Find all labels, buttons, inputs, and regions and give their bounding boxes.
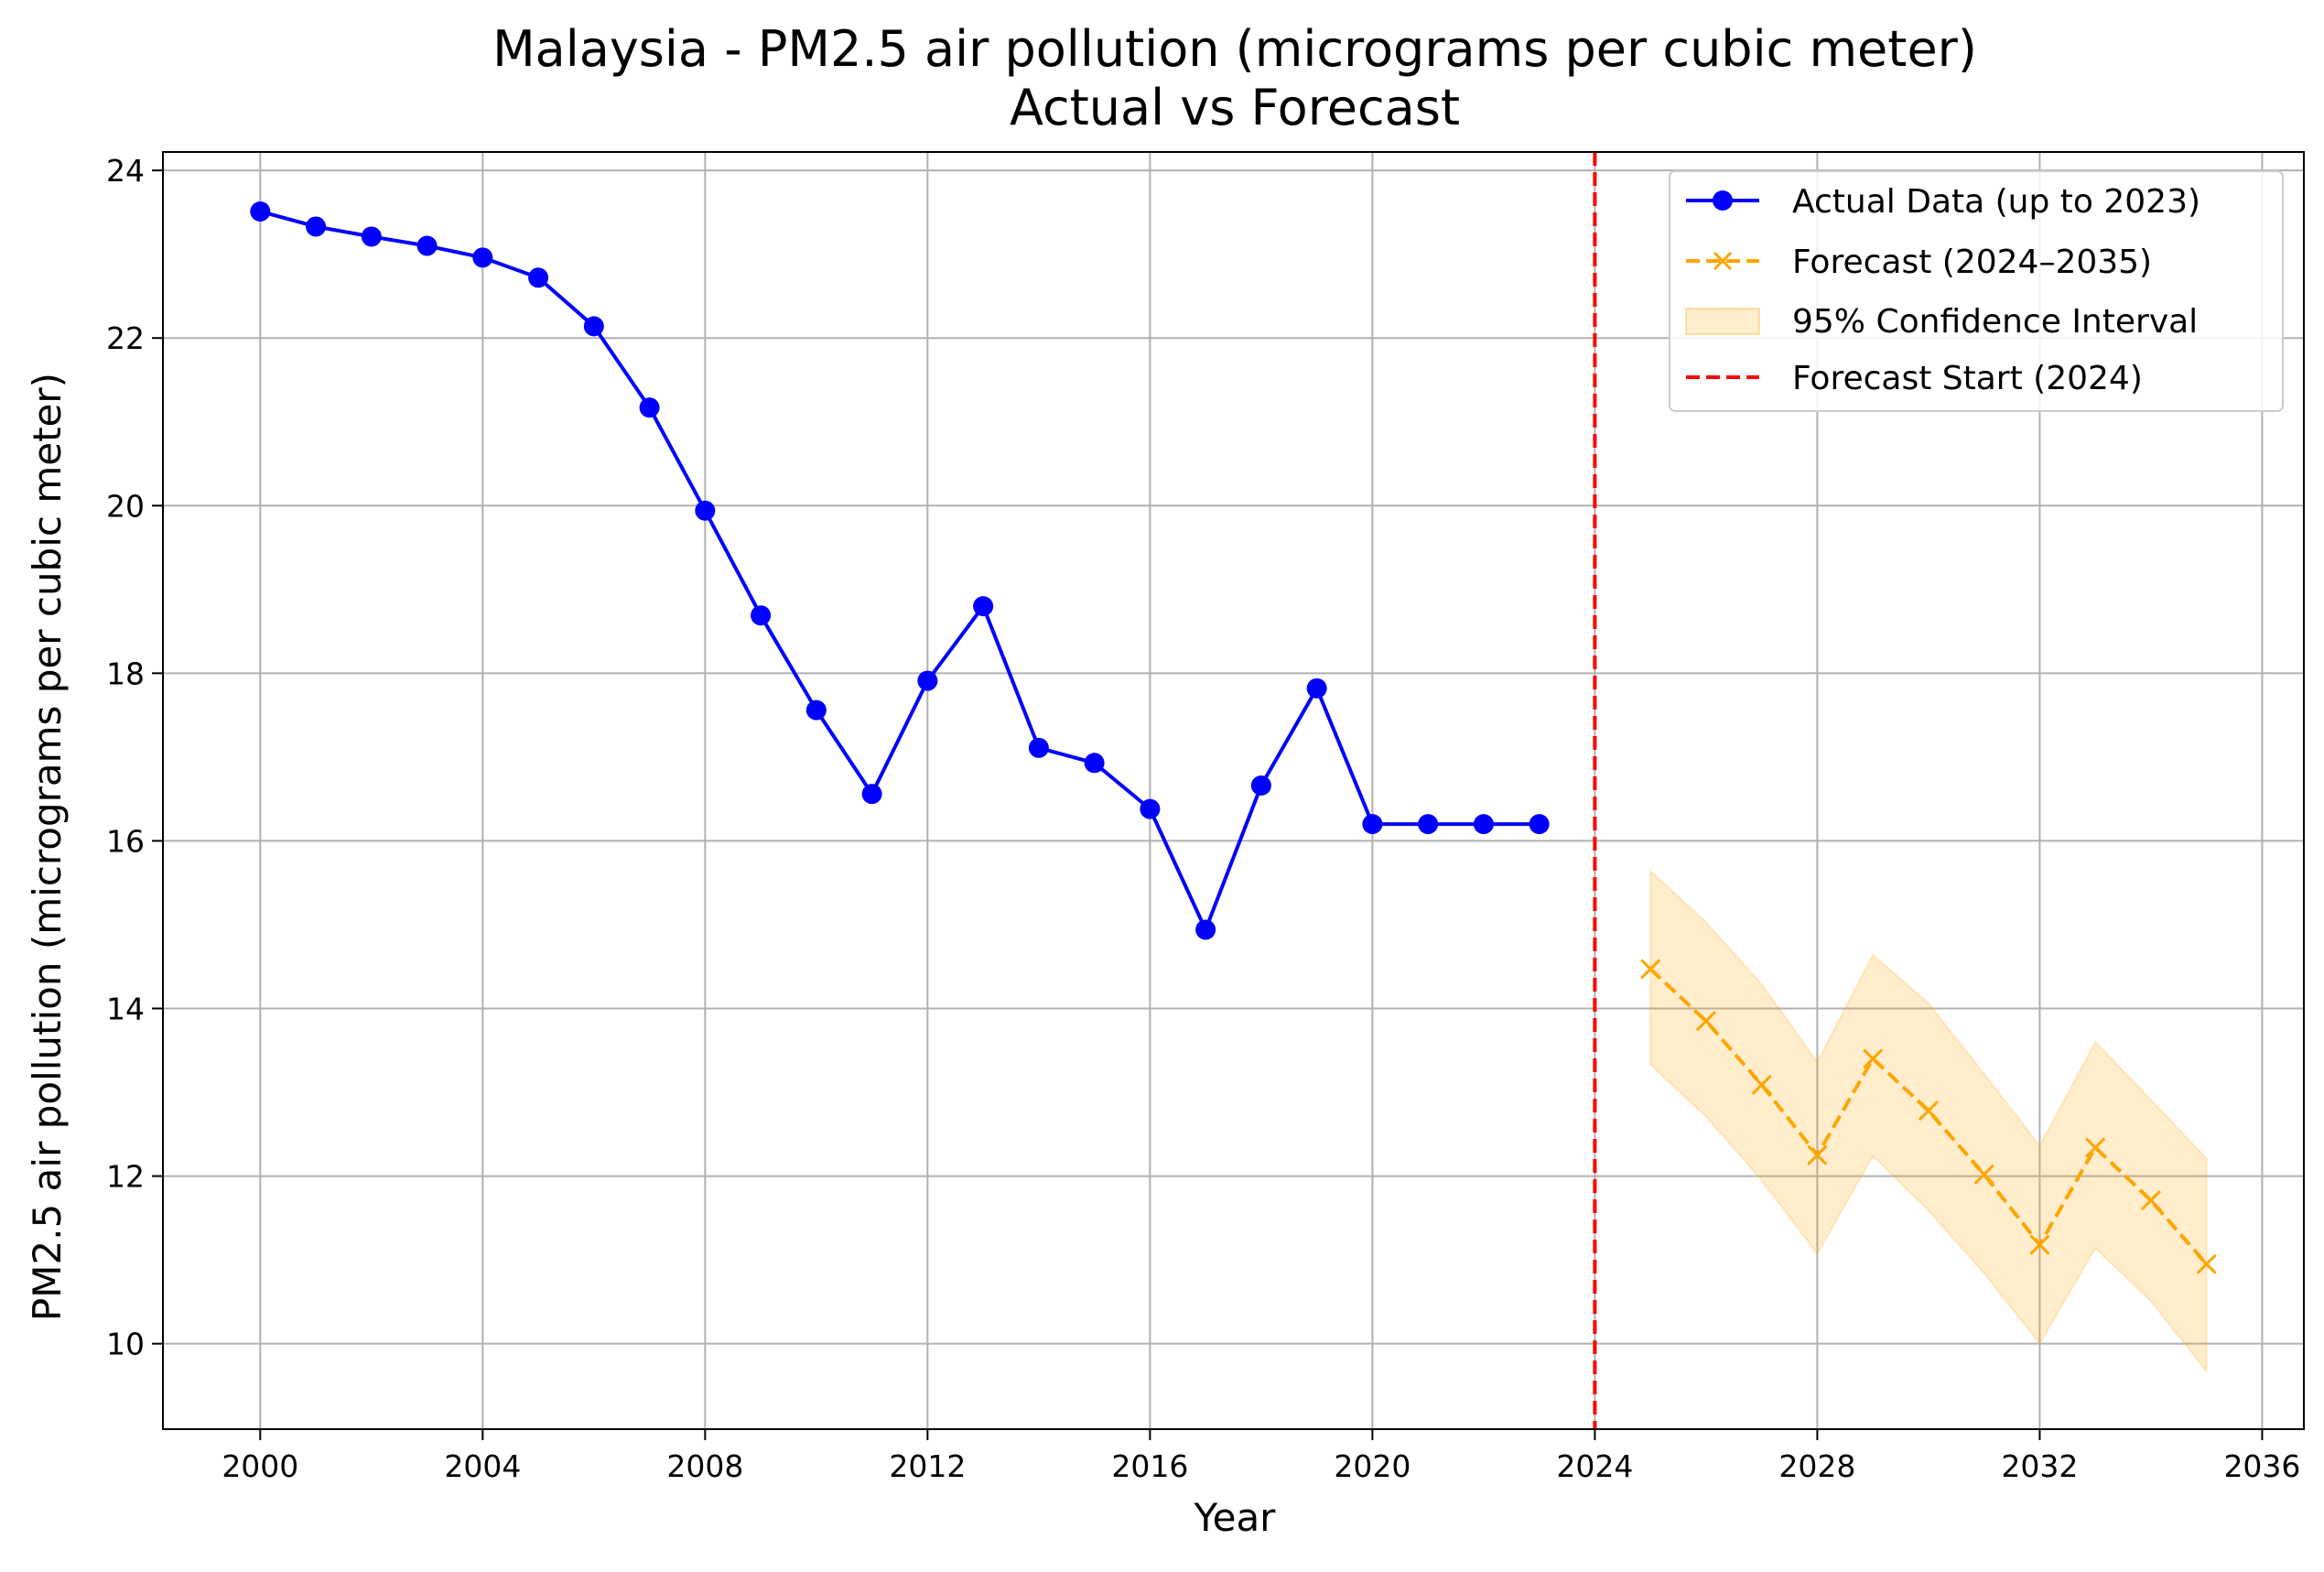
actual-data-point [1140, 798, 1161, 819]
legend: Actual Data (up to 2023) Forecast (2024–… [1669, 170, 2284, 412]
y-tick-label: 14 [106, 991, 145, 1026]
actual-data-point [250, 201, 271, 222]
y-tick-label: 24 [106, 153, 145, 189]
x-tick-label: 2000 [222, 1448, 298, 1484]
legend-ci-label: 95% Confidence Interval [1792, 303, 2198, 341]
forecast-point [1695, 1011, 1716, 1032]
forecast-point [2085, 1137, 2106, 1158]
forecast-point [1640, 959, 1661, 980]
legend-start-label: Forecast Start (2024) [1792, 360, 2143, 397]
legend-ci-swatch [1685, 308, 1760, 335]
x-tick-label: 2004 [444, 1448, 521, 1484]
legend-forecast-label: Forecast (2024–2035) [1792, 244, 2152, 281]
actual-data-point [1473, 814, 1494, 835]
series-layer [250, 201, 2217, 1274]
y-tick-label: 10 [106, 1327, 145, 1362]
actual-data-point [1529, 814, 1550, 835]
actual-data-point [973, 596, 994, 617]
x-tick-label: 2016 [1111, 1448, 1188, 1484]
forecast-point [1973, 1164, 1994, 1185]
forecast-point [2196, 1253, 2217, 1274]
axis-ticks: 2000 2004 2008 2012 2016 2020 2024 2028 2032 2036… [106, 153, 2300, 1484]
actual-data-point [1362, 814, 1383, 835]
actual-data-point [583, 316, 604, 337]
x-tick-label: 2032 [2001, 1448, 2078, 1484]
actual-data-point [1418, 814, 1439, 835]
x-tick-label: 2008 [666, 1448, 743, 1484]
legend-actual-label: Actual Data (up to 2023) [1792, 183, 2200, 221]
actual-data-point [472, 247, 493, 268]
legend-actual-marker [1713, 190, 1733, 211]
actual-data-point [416, 235, 438, 256]
actual-data-point [1028, 737, 1049, 758]
y-tick-label: 12 [106, 1159, 145, 1195]
actual-data-point [751, 605, 772, 626]
actual-data-point [917, 670, 938, 691]
forecast-point [1863, 1048, 1884, 1069]
x-tick-label: 2020 [1334, 1448, 1411, 1484]
actual-data-line [259, 210, 1540, 932]
x-tick-label: 2024 [1556, 1448, 1633, 1484]
chart-title: Malaysia - PM2.5 air pollution (microgra… [492, 20, 1977, 78]
confidence-band-layer [1649, 869, 2208, 1374]
y-axis-label: PM2.5 air pollution (micrograms per cubi… [25, 373, 70, 1321]
actual-data-point [361, 226, 382, 247]
y-tick-label: 20 [106, 488, 145, 524]
actual-data-point [1195, 919, 1216, 940]
x-tick-label: 2012 [889, 1448, 966, 1484]
forecast-point [1807, 1144, 1828, 1165]
confidence-interval-band [1649, 869, 2208, 1374]
grid [163, 152, 2304, 1429]
y-tick-label: 22 [106, 320, 145, 356]
chart-subtitle: Actual vs Forecast [1010, 79, 1460, 136]
y-tick-label: 18 [106, 656, 145, 691]
actual-data-point [1306, 678, 1327, 699]
plot-frame [162, 151, 2305, 1430]
x-tick-label: 2036 [2223, 1448, 2300, 1484]
legend-forecast-marker [1713, 251, 1733, 271]
forecast-point [1751, 1074, 1772, 1095]
actual-data-point [695, 500, 716, 521]
legend-box [1669, 170, 2284, 412]
forecast-point [2029, 1234, 2050, 1255]
actual-data-point [639, 397, 660, 418]
actual-data-point [861, 784, 882, 805]
y-tick-label: 16 [106, 823, 145, 859]
actual-data-point [528, 267, 549, 288]
actual-data-point [1084, 753, 1105, 774]
x-tick-label: 2028 [1778, 1448, 1855, 1484]
actual-data-point [306, 216, 327, 237]
x-axis-label: Year [1194, 1495, 1277, 1540]
actual-data-point [805, 699, 827, 721]
actual-data-point [1250, 775, 1271, 797]
forecast-point [2140, 1190, 2161, 1211]
forecast-point [1918, 1100, 1939, 1122]
forecast-line [1648, 968, 2209, 1265]
